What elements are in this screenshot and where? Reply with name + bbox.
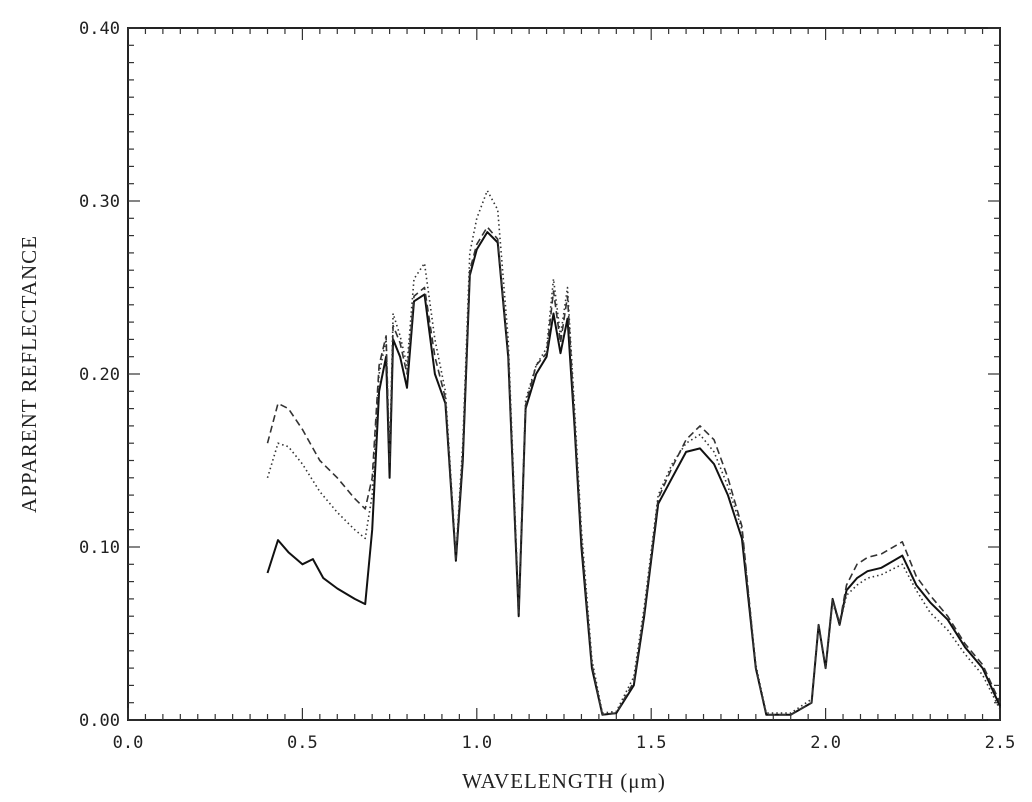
x-tick-labels: 0.0 0.5 1.0 1.5 2.0 2.5 (113, 733, 1016, 753)
x-tick-label: 1.5 (636, 733, 667, 753)
x-axis-title: WAVELENGTH (μm) (462, 769, 666, 793)
y-tick-label: 0.20 (79, 365, 120, 385)
x-tick-label: 2.5 (985, 733, 1016, 753)
x-tick-label: 0.5 (287, 733, 318, 753)
series-line-dashed (266, 226, 1001, 716)
plot-frame (127, 27, 1001, 721)
series-line-solid (266, 231, 1001, 716)
y-tick-labels: 0.00 0.10 0.20 0.30 0.40 (79, 19, 120, 731)
y-tick-label: 0.40 (79, 19, 120, 39)
axis-ticks (127, 27, 1001, 721)
y-tick-label: 0.30 (79, 192, 120, 212)
x-tick-label: 0.0 (113, 733, 144, 753)
x-tick-label: 1.0 (461, 733, 492, 753)
y-tick-label: 0.10 (79, 538, 120, 558)
series-line-dotted (266, 189, 1001, 714)
y-axis-title: APPARENT REFLECTANCE (17, 235, 41, 513)
x-tick-label: 2.0 (810, 733, 841, 753)
series-group (266, 189, 1001, 716)
y-tick-label: 0.00 (79, 711, 120, 731)
